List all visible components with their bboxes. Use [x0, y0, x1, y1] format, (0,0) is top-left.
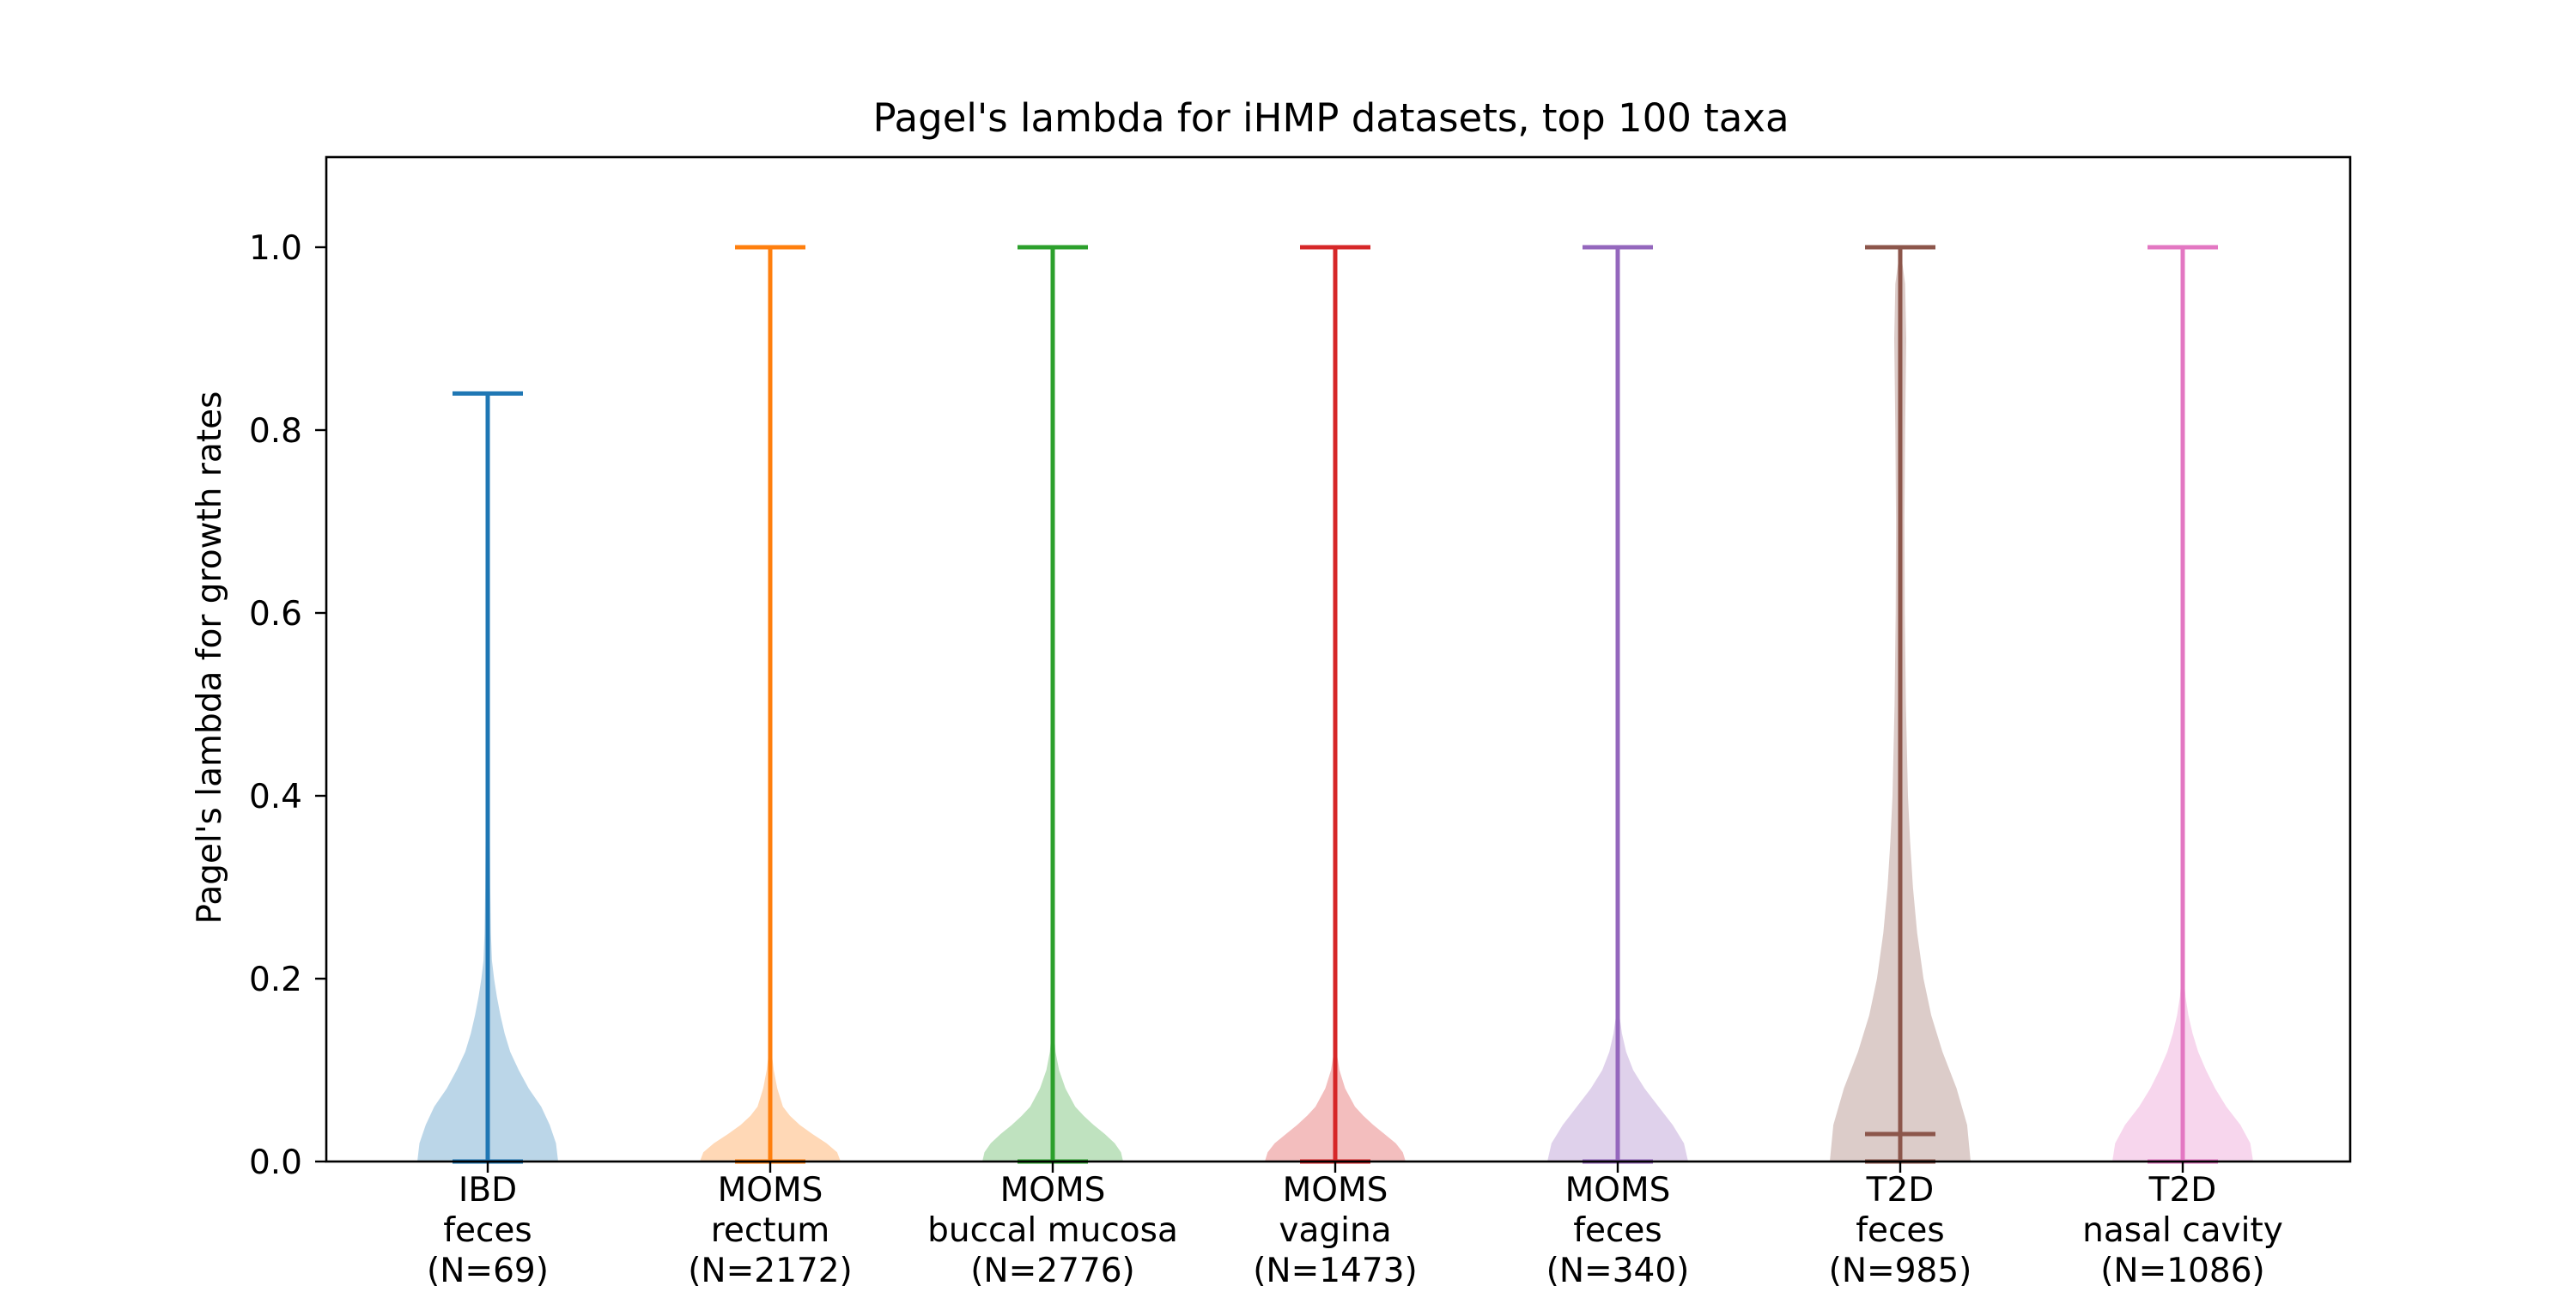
violins-layer: [417, 245, 2253, 1164]
x-tick-label-line: feces: [1856, 1211, 1944, 1250]
chart-title: Pagel's lambda for iHMP datasets, top 10…: [872, 95, 1789, 141]
x-tick-label: MOMS vagina (N=1473): [1253, 1171, 1418, 1288]
x-tick-label: MOMS feces (N=340): [1546, 1171, 1690, 1288]
x-tick-label-line: (N=69): [427, 1252, 549, 1288]
x-tick-label-line: rectum: [711, 1211, 830, 1250]
x-tick-label-line: vagina: [1279, 1211, 1391, 1250]
x-tick-label-line: IBD: [459, 1171, 517, 1210]
x-tick-label: IBD feces (N=69): [427, 1171, 549, 1288]
x-axis-ticks: IBD feces (N=69)MOMS rectum (N=2172)MOMS bucc…: [427, 1162, 2283, 1290]
x-tick-label-line: (N=1086): [2100, 1252, 2265, 1288]
plot-frame: [325, 155, 2352, 1163]
y-tick-label: 1.0: [249, 229, 302, 268]
y-tick-label: 0.4: [249, 778, 302, 816]
x-tick-label-line: MOMS: [1000, 1171, 1106, 1210]
x-tick-label-line: T2D: [2148, 1171, 2217, 1210]
x-tick-label-line: buccal mucosa: [927, 1211, 1178, 1250]
y-axis-label: Pagel's lambda for growth rates: [191, 391, 229, 925]
y-tick-label: 0.0: [249, 1143, 302, 1182]
x-tick-label-line: feces: [443, 1211, 532, 1250]
x-tick-label-line: (N=985): [1829, 1252, 1972, 1288]
x-tick-label-line: (N=2172): [688, 1252, 853, 1288]
y-axis-ticks: 0.0 0.2 0.4 0.6 0.8 1.0: [249, 229, 326, 1182]
x-tick-label-line: MOMS: [718, 1171, 823, 1210]
x-tick-label: MOMS rectum (N=2172): [688, 1171, 853, 1288]
x-tick-label: MOMS buccal mucosa (N=2776): [927, 1171, 1178, 1288]
x-tick-label-line: T2D: [1866, 1171, 1935, 1210]
y-tick-label: 0.8: [249, 412, 302, 451]
x-tick-label-line: feces: [1573, 1211, 1662, 1250]
x-tick-label: T2D feces (N=985): [1829, 1171, 1972, 1288]
x-tick-label-line: MOMS: [1283, 1171, 1388, 1210]
x-tick-label-line: (N=2776): [970, 1252, 1135, 1288]
y-tick-label: 0.6: [249, 595, 302, 634]
x-tick-label-line: MOMS: [1565, 1171, 1671, 1210]
y-tick-label: 0.2: [249, 961, 302, 999]
x-tick-label-line: (N=1473): [1253, 1252, 1418, 1288]
x-tick-label-line: nasal cavity: [2082, 1211, 2283, 1250]
x-tick-label-line: (N=340): [1546, 1252, 1690, 1288]
x-tick-label: T2D nasal cavity (N=1086): [2082, 1171, 2283, 1288]
